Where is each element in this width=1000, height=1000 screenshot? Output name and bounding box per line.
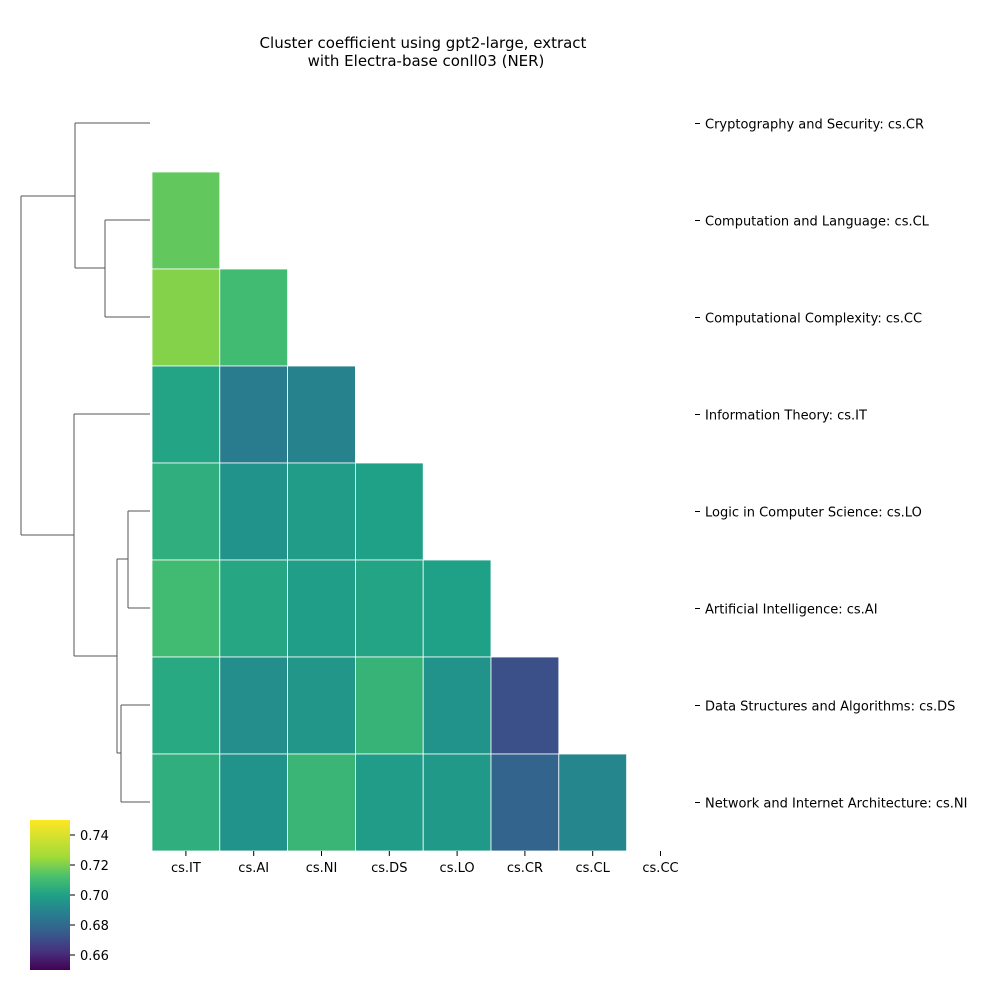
row-label: Computational Complexity: cs.CC xyxy=(705,312,922,327)
heatmap-cell xyxy=(219,365,289,464)
colorbar-tick-label: 0.72 xyxy=(80,859,109,874)
heatmap-cell xyxy=(354,462,424,561)
heatmap-cell xyxy=(151,268,221,367)
heatmap-cell xyxy=(151,753,221,852)
heatmap-cell xyxy=(219,559,289,658)
row-label: Network and Internet Architecture: cs.NI xyxy=(705,797,967,812)
heatmap-cell xyxy=(558,753,627,852)
heatmap-cell xyxy=(287,656,356,755)
chart-title-line-1: Cluster coefficient using gpt2-large, ex… xyxy=(260,34,587,52)
heatmap-cell xyxy=(151,171,221,270)
heatmap-cell xyxy=(287,753,356,852)
chart-title-line-2: with Electra-base conll03 (NER) xyxy=(308,52,545,70)
colorbar-tick-label: 0.66 xyxy=(80,949,109,964)
colorbar-ticks: 0.66 0.68 0.70 0.72 0.74 xyxy=(70,829,109,964)
colorbar-tick-label: 0.68 xyxy=(80,919,109,934)
heatmap-cell xyxy=(151,365,221,464)
x-tick-label: cs.LO xyxy=(440,861,475,876)
row-label: Logic in Computer Science: cs.LO xyxy=(705,506,922,521)
colorbar-tick-label: 0.70 xyxy=(80,889,109,904)
x-tick-label: cs.DS xyxy=(371,861,407,876)
heatmap-cell xyxy=(151,462,221,561)
x-tick-label: cs.AI xyxy=(238,861,269,876)
heatmap-cell xyxy=(287,462,356,561)
heatmap-cell xyxy=(219,656,289,755)
heatmap-cell xyxy=(354,559,424,658)
x-tick-label: cs.CL xyxy=(576,861,611,876)
heatmap-cell xyxy=(490,656,560,755)
x-axis-ticks: cs.IT cs.AI cs.NI cs.DS cs.LO cs.CR cs.CL cs.CC xyxy=(171,851,679,876)
heatmap-cell xyxy=(219,462,289,561)
heatmap-cells xyxy=(151,171,627,852)
heatmap-cell xyxy=(422,559,492,658)
heatmap-cell xyxy=(422,656,492,755)
row-label: Computation and Language: cs.CL xyxy=(705,215,930,230)
heatmap-cell xyxy=(422,753,492,852)
x-tick-label: cs.IT xyxy=(171,861,201,876)
heatmap-cell xyxy=(354,656,424,755)
x-tick-label: cs.CR xyxy=(507,861,543,876)
heatmap-cell xyxy=(287,365,356,464)
heatmap-cell xyxy=(151,656,221,755)
heatmap-cell xyxy=(151,559,221,658)
colorbar-tick-label: 0.74 xyxy=(80,829,109,844)
row-label: Information Theory: cs.IT xyxy=(705,409,867,424)
row-dendrogram xyxy=(20,122,150,803)
row-label: Artificial Intelligence: cs.AI xyxy=(705,603,878,618)
heatmap-cell xyxy=(287,559,356,658)
colorbar xyxy=(30,820,70,970)
heatmap-cell xyxy=(490,753,560,852)
row-label: Data Structures and Algorithms: cs.DS xyxy=(705,700,955,715)
heatmap-cell xyxy=(219,753,289,852)
row-label: Cryptography and Security: cs.CR xyxy=(705,118,924,133)
row-labels: Cryptography and Security: cs.CR Computat… xyxy=(695,118,967,812)
x-tick-label: cs.CC xyxy=(642,861,678,876)
heatmap-cell xyxy=(219,268,289,367)
heatmap-cell xyxy=(354,753,424,852)
x-tick-label: cs.NI xyxy=(306,861,338,876)
